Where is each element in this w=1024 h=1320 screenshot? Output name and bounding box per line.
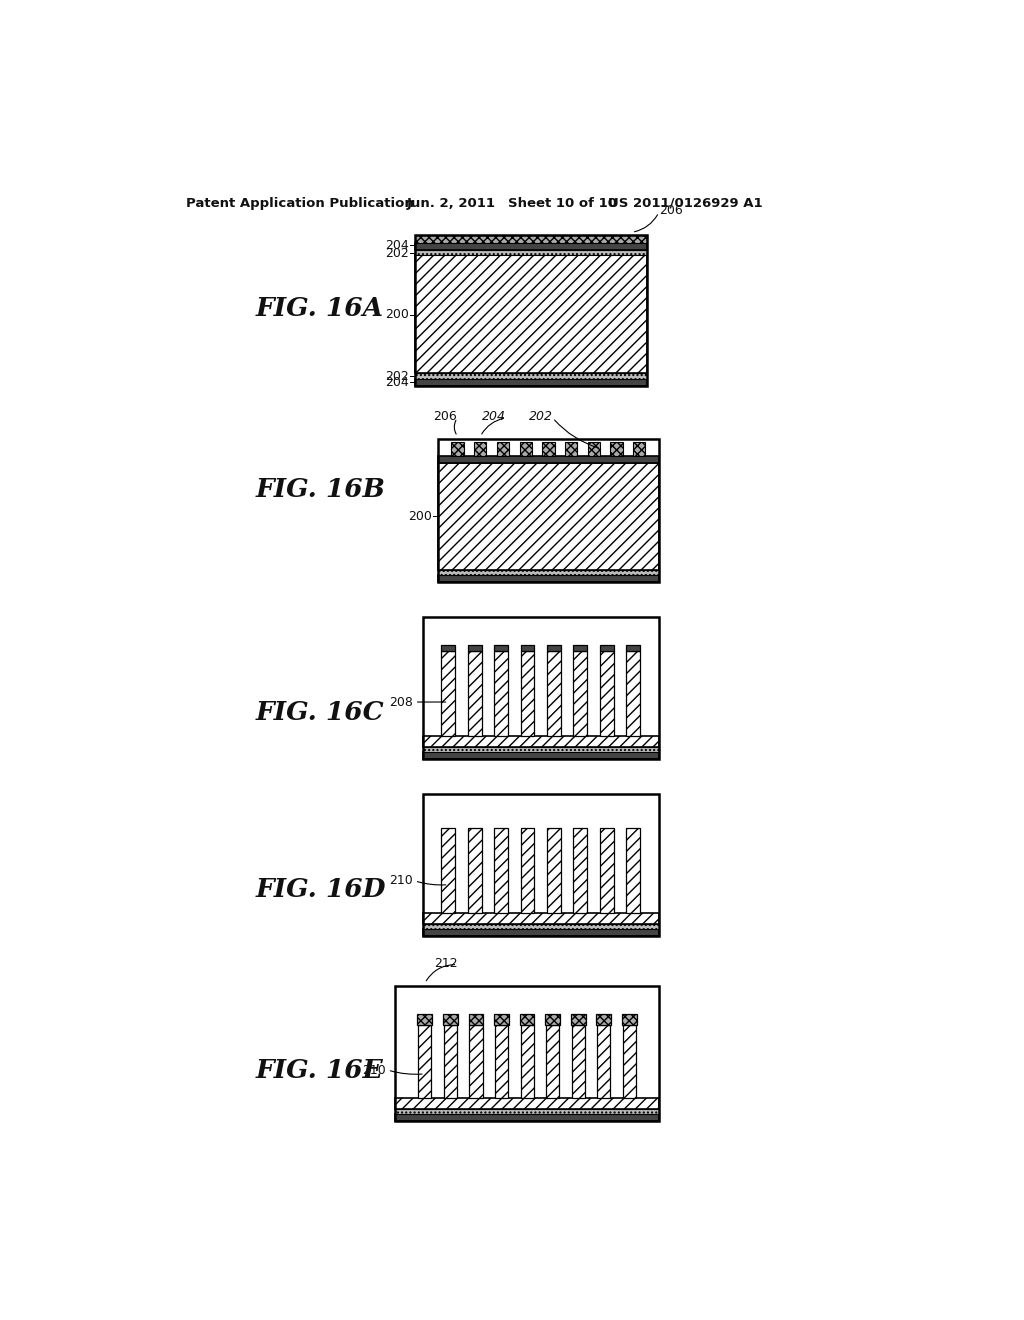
Bar [520, 829, 535, 913]
Bar [395, 1098, 658, 1109]
Text: 202: 202 [528, 409, 553, 422]
Bar [597, 1024, 610, 1098]
Bar [441, 645, 456, 651]
Bar [565, 442, 578, 455]
Bar [395, 1109, 658, 1114]
Bar [443, 1024, 457, 1098]
Bar [423, 616, 658, 759]
Bar [438, 462, 658, 570]
Bar [547, 651, 561, 737]
Bar [623, 1024, 636, 1098]
Text: 206: 206 [433, 409, 458, 422]
Bar [415, 256, 647, 374]
Bar [423, 737, 658, 747]
Text: 210: 210 [362, 1064, 386, 1077]
Text: 206: 206 [658, 205, 683, 218]
Bar [443, 1014, 458, 1024]
Bar [633, 442, 645, 455]
Bar [438, 440, 658, 582]
Bar [495, 651, 508, 737]
Bar [497, 442, 509, 455]
Bar [610, 442, 623, 455]
Text: FIG. 16A: FIG. 16A [256, 296, 384, 321]
Bar [600, 651, 613, 737]
Text: FIG. 16C: FIG. 16C [256, 701, 384, 725]
Text: 202: 202 [385, 247, 409, 260]
Bar [573, 645, 587, 651]
Text: Jun. 2, 2011: Jun. 2, 2011 [407, 197, 496, 210]
Bar [423, 752, 658, 759]
Bar [438, 455, 658, 462]
Bar [469, 1014, 483, 1024]
Bar [468, 651, 481, 737]
Bar [597, 1014, 611, 1024]
Text: US 2011/0126929 A1: US 2011/0126929 A1 [608, 197, 763, 210]
Bar [423, 924, 658, 929]
Text: FIG. 16B: FIG. 16B [256, 477, 386, 502]
Bar [438, 570, 658, 576]
Bar [571, 1014, 586, 1024]
Bar [573, 829, 587, 913]
Bar [600, 829, 613, 913]
Bar [520, 645, 535, 651]
Text: 204: 204 [385, 376, 409, 389]
Bar [520, 651, 535, 737]
Text: FIG. 16E: FIG. 16E [256, 1059, 384, 1084]
Bar [423, 913, 658, 924]
Bar [622, 1014, 637, 1024]
Bar [441, 829, 456, 913]
Bar [626, 651, 640, 737]
Bar [543, 442, 555, 455]
Bar [415, 249, 647, 256]
Bar [588, 442, 600, 455]
Bar [418, 1014, 432, 1024]
Bar [495, 1024, 508, 1098]
Text: FIG. 16D: FIG. 16D [256, 878, 386, 903]
Text: 200: 200 [408, 510, 432, 523]
Bar [423, 929, 658, 936]
Text: 208: 208 [389, 696, 414, 709]
Bar [423, 793, 658, 936]
Bar [468, 829, 481, 913]
Bar [495, 829, 508, 913]
Bar [415, 379, 647, 385]
Text: Sheet 10 of 10: Sheet 10 of 10 [508, 197, 616, 210]
Bar [495, 1014, 509, 1024]
Bar [469, 1024, 482, 1098]
Bar [395, 1114, 658, 1121]
Bar [626, 645, 640, 651]
Bar [519, 442, 531, 455]
Bar [395, 986, 658, 1121]
Bar [468, 645, 481, 651]
Bar [415, 235, 647, 243]
Bar [573, 651, 587, 737]
Bar [418, 1024, 431, 1098]
Bar [474, 442, 486, 455]
Bar [546, 1014, 560, 1024]
Text: 202: 202 [385, 370, 409, 383]
Text: 200: 200 [385, 308, 409, 321]
Text: 204: 204 [482, 409, 506, 422]
Bar [415, 243, 647, 249]
Bar [600, 645, 613, 651]
Bar [571, 1024, 585, 1098]
Bar [415, 235, 647, 385]
Bar [452, 442, 464, 455]
Bar [415, 374, 647, 379]
Bar [520, 1014, 535, 1024]
Bar [547, 645, 561, 651]
Bar [495, 645, 508, 651]
Bar [438, 576, 658, 582]
Text: 210: 210 [389, 874, 414, 887]
Bar [626, 829, 640, 913]
Bar [546, 1024, 559, 1098]
Bar [423, 747, 658, 752]
Text: 212: 212 [434, 957, 458, 970]
Text: 204: 204 [385, 239, 409, 252]
Bar [547, 829, 561, 913]
Text: Patent Application Publication: Patent Application Publication [186, 197, 414, 210]
Bar [520, 1024, 534, 1098]
Bar [441, 651, 456, 737]
